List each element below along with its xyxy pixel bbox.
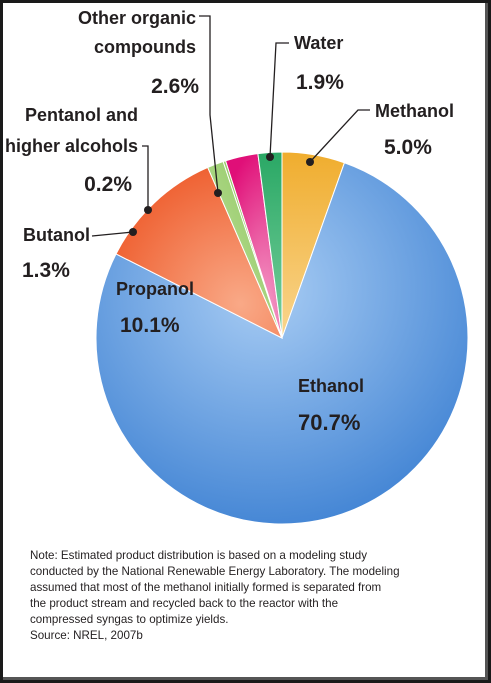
label-other-pct: 2.6% <box>151 75 199 98</box>
note-line: conducted by the National Renewable Ener… <box>30 565 400 578</box>
leader-pentanol <box>142 145 149 210</box>
label-ethanol-name: Ethanol <box>298 376 364 396</box>
leader-butanol <box>91 231 134 237</box>
note-line: assumed that most of the methanol initia… <box>30 581 382 594</box>
label-butanol-name: Butanol <box>23 225 90 245</box>
leader-dot-pentanol <box>144 206 152 214</box>
leader-other <box>199 15 219 194</box>
label-pentanol-line1: Pentanol and <box>25 105 138 125</box>
note-line: Note: Estimated product distribution is … <box>30 549 368 562</box>
label-butanol-pct: 1.3% <box>22 259 70 282</box>
label-water-pct: 1.9% <box>296 71 344 94</box>
label-pentanol-line2: higher alcohols <box>5 136 138 156</box>
label-water-name: Water <box>294 33 343 53</box>
label-other-line1: Other organic <box>78 8 196 28</box>
label-propanol-name: Propanol <box>116 279 194 299</box>
chart-note: Note: Estimated product distribution is … <box>30 548 485 644</box>
pie-slice-propanol <box>115 166 284 340</box>
leader-dot-water <box>266 153 274 161</box>
note-line: compressed syngas to optimize yields. <box>30 613 229 626</box>
leader-water <box>269 42 289 158</box>
leader-methanol <box>309 109 370 163</box>
leader-dot-butanol <box>129 228 137 236</box>
label-methanol-pct: 5.0% <box>384 136 432 159</box>
leader-dot-other <box>214 189 222 197</box>
note-line: the product stream and recycled back to … <box>30 597 339 610</box>
label-pentanol-pct: 0.2% <box>84 173 132 196</box>
leader-dot-methanol <box>306 158 314 166</box>
label-methanol-name: Methanol <box>375 101 454 121</box>
label-ethanol-pct: 70.7% <box>298 410 360 435</box>
note-source: Source: NREL, 2007b <box>30 629 143 642</box>
label-other-line2: compounds <box>94 37 196 57</box>
label-propanol-pct: 10.1% <box>120 314 180 337</box>
pie-slice-ethanol <box>95 162 469 525</box>
